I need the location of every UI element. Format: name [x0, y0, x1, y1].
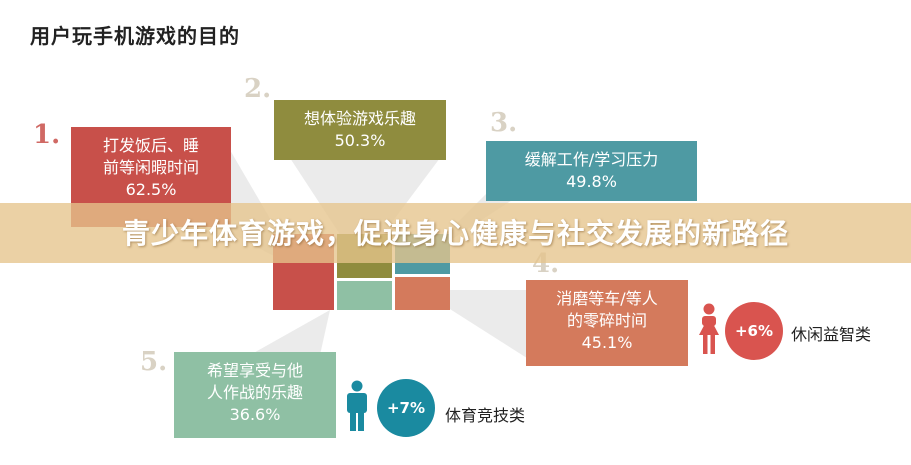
bar-value-1: 62.5%: [125, 180, 177, 199]
bar-card-2: 想体验游戏乐趣 50.3%: [274, 100, 446, 160]
rank-number-2: 2.: [244, 74, 272, 104]
overlay-banner-text: 青少年体育游戏，促进身心健康与社交发展的新路径: [121, 217, 789, 250]
rank-number-3: 3.: [490, 108, 518, 138]
bar-label-4: 消磨等车/等人 的零碎时间: [556, 289, 658, 330]
female-icon: [699, 303, 719, 354]
badge-casual: +6%: [725, 302, 783, 360]
badge-sports-label: 体育竞技类: [445, 406, 526, 425]
bar-value-3: 49.8%: [566, 172, 617, 191]
bar-label-1: 打发饭后、睡 前等闲暇时间: [102, 136, 199, 177]
badge-sports-value: +7%: [386, 399, 426, 417]
bar-value-4: 45.1%: [581, 333, 633, 352]
ray-5: [250, 310, 330, 355]
bar-label-3: 缓解工作/学习压力: [524, 150, 659, 169]
bar-label-2: 想体验游戏乐趣: [303, 109, 416, 128]
badge-casual-value: +6%: [734, 322, 774, 340]
badge-casual-label: 休闲益智类: [791, 325, 872, 344]
bar-value-2: 50.3%: [334, 131, 386, 150]
rank-number-1: 1.: [33, 120, 61, 150]
center-block-5: [337, 281, 392, 310]
bar-card-5: 希望享受与他 人作战的乐趣 36.6%: [174, 352, 336, 438]
center-block-4: [395, 277, 450, 310]
bar-value-5: 36.6%: [229, 405, 281, 424]
male-icon: [347, 380, 367, 431]
bar-card-4: 消磨等车/等人 的零碎时间 45.1%: [526, 280, 688, 366]
badge-sports: +7%: [377, 379, 435, 437]
bar-card-3: 缓解工作/学习压力 49.8%: [486, 141, 697, 201]
chart-title: 用户玩手机游戏的目的: [30, 24, 240, 48]
bar-label-5: 希望享受与他 人作战的乐趣: [206, 361, 303, 402]
rank-number-5: 5.: [140, 347, 168, 377]
overlay-banner: [0, 203, 911, 263]
